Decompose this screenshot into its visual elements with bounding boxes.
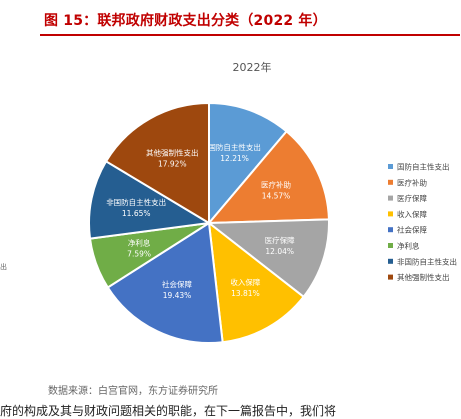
data-source: 数据来源：白宫官网，东方证券研究所 [48, 386, 218, 397]
chart-title: 2022年 [233, 60, 272, 74]
slice-value-label: 17.92% [158, 159, 187, 168]
slice-value-label: 12.21% [220, 154, 249, 163]
legend-swatch [388, 258, 393, 264]
figure-title: 图 15：联邦政府财政支出分类（2022 年） [44, 13, 327, 29]
title-underline [40, 34, 460, 36]
legend-swatch [388, 164, 393, 169]
slice-name-label: 收入保障 [230, 277, 260, 287]
pie-slice [207, 220, 306, 344]
legend-entry: 医疗保障 [397, 193, 427, 203]
legend-swatch [388, 227, 393, 233]
legend-swatch [388, 179, 393, 185]
slice-value-label: 13.81% [231, 289, 260, 298]
legend-swatch [388, 195, 393, 201]
pie-slice [208, 101, 288, 226]
legend-entry: 其他强制性支出 [397, 272, 450, 282]
left-side-fragment: 出 [0, 263, 7, 271]
slice-value-label: 19.43% [163, 291, 192, 300]
slice-name-label: 国防自主性支出 [208, 142, 261, 152]
slice-value-label: 12.04% [265, 247, 294, 256]
body-text-fragment: 府的构成及其与财政问题相关的职能，在下一篇报告中，我们将 [0, 404, 337, 418]
slice-value-label: 14.57% [262, 192, 291, 201]
legend-swatch [388, 243, 393, 248]
legend-entry: 医疗补助 [397, 177, 427, 187]
slice-value-label: 7.59% [127, 249, 151, 258]
legend-swatch [388, 211, 393, 217]
legend-entry: 收入保障 [397, 209, 427, 219]
pie-slice [206, 218, 330, 299]
pie-slice [104, 101, 210, 225]
legend-entry: 国防自主性支出 [397, 162, 450, 172]
slice-name-label: 医疗补助 [261, 180, 291, 190]
pie-slice [206, 130, 330, 225]
legend-entry: 社会保障 [397, 225, 427, 235]
slice-name-label: 其他强制性支出 [146, 147, 199, 157]
legend-swatch [388, 274, 393, 280]
slice-name-label: 社会保障 [162, 279, 192, 289]
legend-entry: 非国防自主性支出 [397, 256, 457, 266]
slice-value-label: 11.65% [122, 209, 151, 218]
slice-name-label: 净利息 [128, 237, 151, 247]
pie-slice [88, 159, 212, 240]
slice-name-label: 非国防自主性支出 [106, 197, 166, 207]
legend-entry: 净利息 [397, 241, 420, 251]
pie-slice [106, 221, 224, 344]
slice-name-label: 医疗保障 [265, 235, 295, 245]
